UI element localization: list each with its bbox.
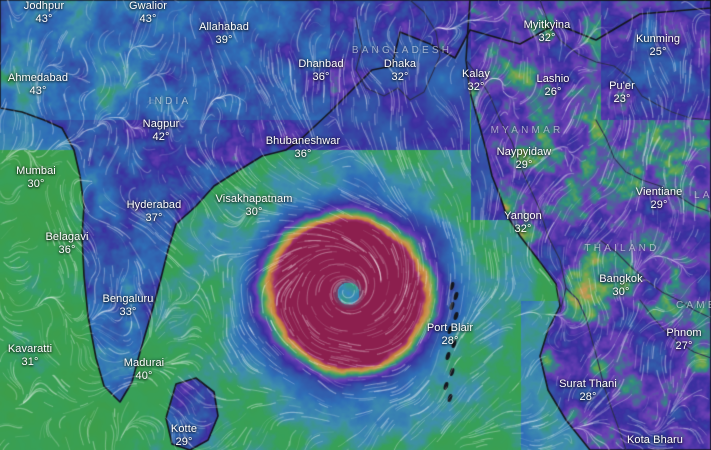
country-label: BANGLADESH (351, 45, 453, 56)
city-temperature: 28° (579, 390, 597, 403)
city-name: Kota Bharu (626, 434, 684, 446)
city-temperature: 36° (312, 70, 330, 83)
city-name: Nagpur (142, 118, 180, 130)
city-name: Hyderabad (126, 199, 182, 211)
city-label[interactable]: Dhanbad 36° (298, 58, 343, 83)
city-label[interactable]: Kunming 25° (636, 33, 680, 58)
city-temperature: 32° (514, 222, 532, 235)
country-label: THAILAND (584, 243, 660, 254)
city-temperature: 31° (21, 355, 39, 368)
city-temperature: 30° (27, 177, 45, 190)
city-name: Yangon (504, 210, 542, 222)
city-name: Vientiane (635, 186, 683, 198)
city-label[interactable]: Myitkyina 32° (524, 19, 571, 44)
city-name: Bangkok (599, 273, 643, 285)
city-label[interactable]: Vientiane 29° (636, 186, 683, 211)
city-label[interactable]: Bangkok 30° (599, 273, 643, 298)
city-temperature: 32° (538, 31, 556, 44)
city-temperature: 28° (441, 334, 459, 347)
country-label: MYANMAR (490, 125, 564, 136)
city-label[interactable]: Bengaluru 33° (102, 293, 153, 318)
city-label[interactable]: Kotte 29° (171, 423, 197, 448)
city-temperature: 36° (294, 147, 312, 160)
city-label[interactable]: Jodhpur 43° (24, 0, 64, 25)
city-name: Mumbai (16, 165, 56, 177)
city-label[interactable]: Ahmedabad 43° (8, 72, 68, 97)
city-name: Ahmedabad (7, 72, 69, 84)
city-label[interactable]: Kota Bharu (627, 434, 683, 447)
city-name: Surat Thani (559, 378, 617, 390)
country-label: CAMBO (676, 300, 711, 311)
city-label[interactable]: Naypyidaw 29° (497, 146, 552, 171)
city-temperature: 30° (612, 285, 630, 298)
city-temperature: 27° (675, 339, 693, 352)
city-temperature: 36° (58, 243, 76, 256)
city-name: Port Blair (426, 322, 474, 334)
city-label[interactable]: Dhaka 32° (384, 58, 416, 83)
city-name: Gwalior (129, 0, 167, 12)
city-label[interactable]: Belagavi 36° (46, 231, 89, 256)
city-label[interactable]: Surat Thani 28° (559, 378, 617, 403)
city-name: Kotte (170, 423, 198, 435)
city-temperature: 29° (175, 435, 193, 448)
city-name: Visakhapatnam (215, 193, 293, 205)
city-temperature: 23° (613, 92, 631, 105)
city-label[interactable]: Nagpur 42° (143, 118, 180, 143)
city-name: Belagavi (45, 231, 89, 243)
country-label: INDIA (148, 96, 192, 107)
city-name: Lashio (536, 73, 570, 85)
city-temperature: 43° (29, 84, 47, 97)
city-name: Bengaluru (102, 293, 154, 305)
city-temperature: 37° (145, 211, 163, 224)
city-name: Pu'er (609, 80, 635, 92)
city-name: Allahabad (199, 21, 249, 33)
country-label: LAO (694, 190, 711, 201)
city-label[interactable]: Kalay 32° (462, 68, 490, 93)
city-temperature: 26° (544, 85, 562, 98)
city-temperature: 32° (391, 70, 409, 83)
city-name: Kalay (461, 68, 491, 80)
city-label[interactable]: Port Blair 28° (427, 322, 473, 347)
city-temperature: 29° (515, 158, 533, 171)
city-temperature: 29° (650, 198, 668, 211)
city-temperature: 43° (35, 12, 53, 25)
city-name: Kunming (635, 33, 681, 45)
city-label[interactable]: Yangon 32° (504, 210, 542, 235)
city-label[interactable]: Visakhapatnam 30° (216, 193, 293, 218)
city-name: Phnom (666, 327, 702, 339)
city-temperature: 25° (649, 45, 667, 58)
city-label[interactable]: Hyderabad 37° (127, 199, 182, 224)
city-temperature: 42° (152, 130, 170, 143)
city-label[interactable]: Pu'er 23° (609, 80, 635, 105)
city-name: Madurai (123, 357, 165, 369)
city-temperature: 40° (135, 369, 153, 382)
city-label[interactable]: Mumbai 30° (16, 165, 56, 190)
city-temperature: 33° (119, 305, 137, 318)
city-label[interactable]: Lashio 26° (536, 73, 569, 98)
city-name: Bhubaneshwar (265, 135, 341, 147)
city-name: Kavaratti (7, 343, 53, 355)
city-name: Myitkyina (523, 19, 571, 31)
city-name: Jodhpur (23, 0, 65, 12)
city-temperature: 43° (139, 12, 157, 25)
city-label[interactable]: Gwalior 43° (129, 0, 167, 25)
city-label[interactable]: Kavaratti 31° (8, 343, 52, 368)
city-label[interactable]: Phnom 27° (666, 327, 701, 352)
city-name: Dhanbad (298, 58, 344, 70)
city-name: Naypyidaw (496, 146, 552, 158)
city-label[interactable]: Allahabad 39° (199, 21, 249, 46)
city-label[interactable]: Bhubaneshwar 36° (266, 135, 341, 160)
city-name: Dhaka (383, 58, 417, 70)
city-label[interactable]: Madurai 40° (124, 357, 164, 382)
city-temperature: 32° (467, 80, 485, 93)
city-temperature: 30° (245, 205, 263, 218)
city-temperature: 39° (215, 33, 233, 46)
